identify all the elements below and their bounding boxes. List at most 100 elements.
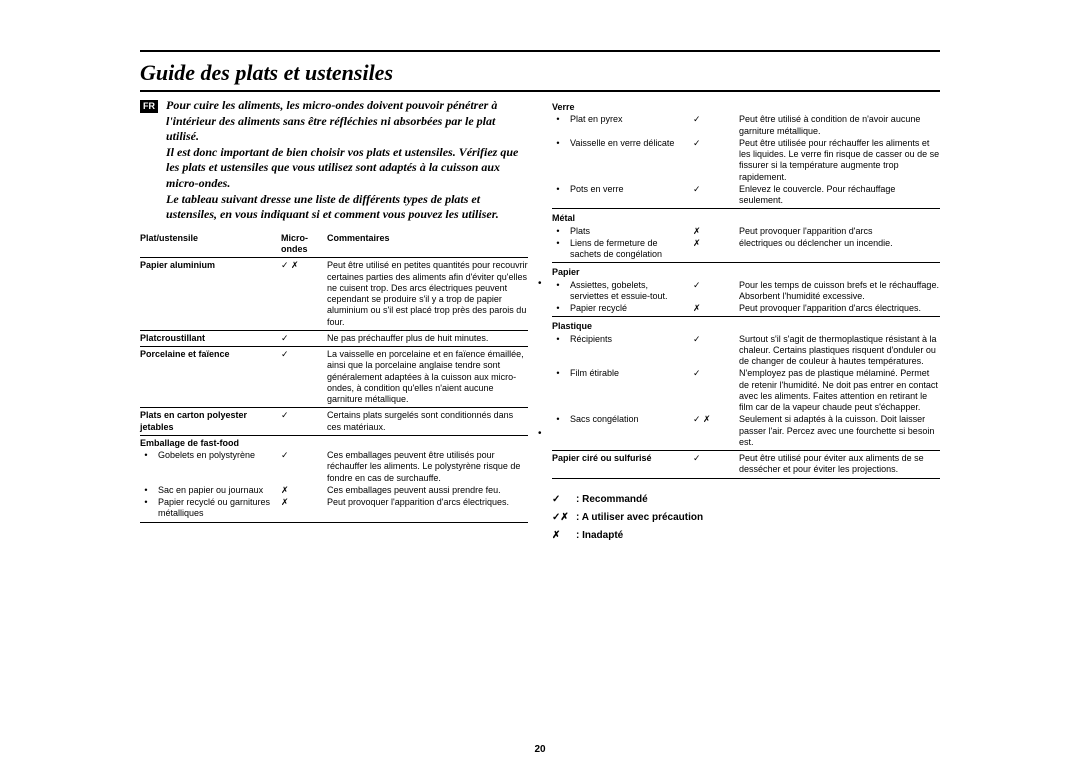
name: Papier recyclé ou garnitures métalliques — [158, 497, 275, 520]
row-papier-recycle: • Papier recyclé ✗ Peut provoquer l'appa… — [552, 303, 940, 314]
comment: Ces emballages peuvent aussi prendre feu… — [327, 485, 528, 496]
comment: La vaisselle en porcelaine et en faïence… — [327, 349, 528, 405]
intro-p3: Le tableau suivant dresse une liste de d… — [166, 192, 528, 223]
legend-text-1: : Recommandé — [576, 494, 648, 505]
cat-plastique: Plastique — [552, 319, 940, 332]
comment: Peut provoquer l'apparition d'arcs élect… — [327, 497, 528, 520]
comment: Peut être utilisé en petites quantités p… — [327, 260, 528, 328]
legend-sym-3: ✗ — [552, 527, 576, 545]
comment: Enlevez le couvercle. Pour réchauffage s… — [739, 184, 940, 207]
bullet-icon: • — [552, 238, 564, 261]
name: Plats en carton polyester jetables — [140, 410, 275, 433]
legend: ✓: Recommandé ✓✗: A utiliser avec précau… — [552, 491, 940, 545]
name: Récipients — [570, 334, 687, 368]
page-title: Guide des plats et ustensiles — [140, 58, 940, 90]
row-verre-delicat: • Vaisselle en verre délicate ✓ Peut êtr… — [552, 138, 940, 183]
mark: ✓ — [693, 368, 733, 413]
mark: ✓ — [693, 453, 733, 476]
row-sac: • Sac en papier ou journaux ✗ Ces emball… — [140, 485, 528, 496]
bullet-icon: • — [552, 226, 564, 237]
mark: ✓ — [693, 138, 733, 183]
right-column: Verre • Plat en pyrex ✓ Peut être utilis… — [552, 98, 940, 545]
intro-p2: Il est donc important de bien choisir vo… — [166, 145, 528, 192]
mark: ✓ ✗ — [693, 414, 733, 448]
lang-tag: FR — [140, 100, 158, 113]
row-porcelaine: Porcelaine et faïence ✓ La vaisselle en … — [140, 349, 528, 405]
mark: ✗ — [281, 485, 321, 496]
row-film: • Film étirable ✓ N'employez pas de plas… — [552, 368, 940, 413]
hdr-plat: Plat/ustensile — [140, 233, 275, 256]
row-pots: • Pots en verre ✓ Enlevez le couvercle. … — [552, 184, 940, 207]
bullet-icon: • — [552, 303, 564, 314]
name: Sac en papier ou journaux — [158, 485, 275, 496]
bullet-icon: • — [140, 450, 152, 484]
comment: Peut provoquer l'apparition d'arcs — [739, 226, 940, 237]
mark: ✗ — [281, 497, 321, 520]
bullet-icon: • — [552, 280, 564, 303]
row-assiettes: • Assiettes, gobelets, serviettes et ess… — [552, 280, 940, 303]
comment: Peut être utilisée pour réchauffer les a… — [739, 138, 940, 183]
punch-dot-icon: • — [538, 278, 542, 289]
comment: Ces emballages peuvent être utilisés pou… — [327, 450, 528, 484]
name: Plats — [570, 226, 687, 237]
mark: ✓ — [281, 349, 321, 405]
comment: Peut être utilisé à condition de n'avoir… — [739, 114, 940, 137]
row-sacs: • Sacs congélation ✓ ✗ Seulement si adap… — [552, 414, 940, 448]
bullet-icon: • — [140, 485, 152, 496]
mark: ✓ — [281, 450, 321, 484]
intro-p1: Pour cuire les aliments, les micro-ondes… — [166, 98, 528, 145]
comment: Seulement si adaptés à la cuisson. Doit … — [739, 414, 940, 448]
name: Papier ciré ou sulfurisé — [552, 453, 687, 476]
bullet-icon: • — [552, 184, 564, 207]
row-recipients: • Récipients ✓ Surtout s'il s'agit de th… — [552, 334, 940, 368]
bullet-icon: • — [552, 368, 564, 413]
cat-papier: Papier — [552, 265, 940, 278]
bullet-icon: • — [552, 138, 564, 183]
row-pyrex: • Plat en pyrex ✓ Peut être utilisé à co… — [552, 114, 940, 137]
bullet-icon: • — [552, 334, 564, 368]
name: Gobelets en polystyrène — [158, 450, 275, 484]
legend-text-2: : A utiliser avec précaution — [576, 512, 703, 523]
page-number: 20 — [534, 744, 545, 755]
bullet-icon: • — [552, 414, 564, 448]
row-plats-metal: • Plats ✗ Peut provoquer l'apparition d'… — [552, 226, 940, 237]
comment: Peut provoquer l'apparition d'arcs élect… — [739, 303, 940, 314]
name: Plat en pyrex — [570, 114, 687, 137]
row-cire: Papier ciré ou sulfurisé ✓ Peut être uti… — [552, 453, 940, 476]
row-platcroustillant: Platcroustillant ✓ Ne pas préchauffer pl… — [140, 333, 528, 344]
mark: ✓ — [693, 184, 733, 207]
comment: Peut être utilisé pour éviter aux alimen… — [739, 453, 940, 476]
punch-dot-icon: • — [538, 428, 542, 439]
bullet-icon: • — [140, 497, 152, 520]
name: Vaisselle en verre délicate — [570, 138, 687, 183]
legend-text-3: : Inadapté — [576, 530, 623, 541]
name: Papier aluminium — [140, 260, 275, 328]
bullet-icon: • — [552, 114, 564, 137]
mark: ✓ — [693, 114, 733, 137]
comment: N'employez pas de plastique mélaminé. Pe… — [739, 368, 940, 413]
cat-verre: Verre — [552, 100, 940, 113]
table-header: Plat/ustensile Micro-ondes Commentaires — [140, 227, 528, 259]
mark: ✗ — [693, 303, 733, 314]
mark: ✗ — [693, 226, 733, 237]
row-carton: Plats en carton polyester jetables ✓ Cer… — [140, 410, 528, 433]
name: Assiettes, gobelets, serviettes et essui… — [570, 280, 687, 303]
name: Pots en verre — [570, 184, 687, 207]
name: Sacs congélation — [570, 414, 687, 448]
fastfood-title: Emballage de fast-food — [140, 438, 275, 449]
comment: Pour les temps de cuisson brefs et le ré… — [739, 280, 940, 303]
row-liens: • Liens de fermeture de sachets de congé… — [552, 238, 940, 261]
legend-sym-2: ✓✗ — [552, 509, 576, 527]
mark: ✓ — [281, 410, 321, 433]
mark: ✓ — [693, 334, 733, 368]
mark: ✓ ✗ — [281, 260, 321, 328]
row-aluminium: Papier aluminium ✓ ✗ Peut être utilisé e… — [140, 260, 528, 328]
cat-metal: Métal — [552, 211, 940, 224]
name: Papier recyclé — [570, 303, 687, 314]
comment: électriques ou déclencher un incendie. — [739, 238, 940, 261]
name: Film étirable — [570, 368, 687, 413]
row-gobelets: • Gobelets en polystyrène ✓ Ces emballag… — [140, 450, 528, 484]
left-column: FR Pour cuire les aliments, les micro-on… — [140, 98, 528, 545]
comment: Certains plats surgelés sont conditionné… — [327, 410, 528, 433]
name: Porcelaine et faïence — [140, 349, 275, 405]
